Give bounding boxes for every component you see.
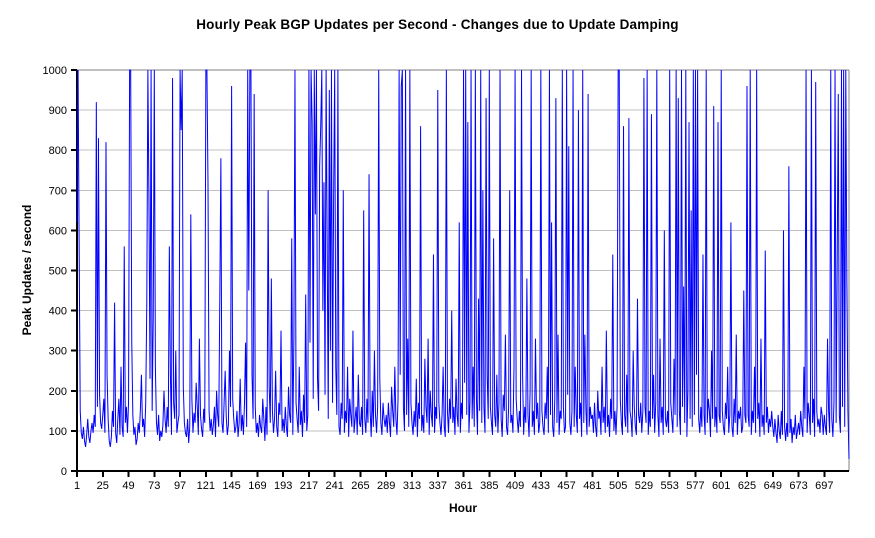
x-tick-label: 289 bbox=[377, 480, 395, 492]
x-tick-label: 553 bbox=[661, 480, 679, 492]
x-tick-label: 97 bbox=[174, 480, 186, 492]
series-line-peak-updates bbox=[76, 69, 850, 459]
x-tick-label: 577 bbox=[686, 480, 704, 492]
x-tick-label: 25 bbox=[97, 480, 109, 492]
x-tick-label: 409 bbox=[506, 480, 524, 492]
x-tick-label: 1 bbox=[74, 480, 80, 492]
y-tick-label: 400 bbox=[49, 306, 67, 318]
y-tick-label: 800 bbox=[49, 145, 67, 157]
x-tick-label: 241 bbox=[326, 480, 344, 492]
x-tick-label: 337 bbox=[429, 480, 447, 492]
x-tick-label: 217 bbox=[300, 480, 318, 492]
x-tick-label: 73 bbox=[148, 480, 160, 492]
x-tick-label: 385 bbox=[480, 480, 498, 492]
x-tick-label: 697 bbox=[815, 480, 833, 492]
x-tick-label: 505 bbox=[609, 480, 627, 492]
y-tick-label: 300 bbox=[49, 346, 67, 358]
x-tick-label: 433 bbox=[532, 480, 550, 492]
y-tick-label: 1000 bbox=[43, 65, 67, 77]
x-tick-label: 625 bbox=[738, 480, 756, 492]
chart-title: Hourly Peak BGP Updates per Second - Cha… bbox=[196, 17, 679, 32]
x-tick-label: 481 bbox=[583, 480, 601, 492]
x-tick-label: 145 bbox=[222, 480, 240, 492]
x-tick-label: 121 bbox=[197, 480, 215, 492]
x-tick-label: 49 bbox=[122, 480, 134, 492]
y-tick-label: 100 bbox=[49, 426, 67, 438]
x-tick-label: 169 bbox=[248, 480, 266, 492]
x-tick-label: 193 bbox=[274, 480, 292, 492]
y-tick-label: 700 bbox=[49, 185, 67, 197]
y-tick-label: 900 bbox=[49, 105, 67, 117]
x-tick-label: 265 bbox=[351, 480, 369, 492]
x-axis-title: Hour bbox=[449, 501, 477, 515]
x-tick-label: 313 bbox=[403, 480, 421, 492]
y-tick-label: 500 bbox=[49, 266, 67, 278]
x-tick-label: 361 bbox=[454, 480, 472, 492]
x-tick-label: 457 bbox=[557, 480, 575, 492]
x-tick-label: 673 bbox=[789, 480, 807, 492]
x-tick-label: 601 bbox=[712, 480, 730, 492]
y-tick-label: 0 bbox=[61, 466, 67, 478]
y-tick-label: 200 bbox=[49, 386, 67, 398]
x-tick-label: 649 bbox=[764, 480, 782, 492]
x-tick-label: 529 bbox=[635, 480, 653, 492]
y-tick-label: 600 bbox=[49, 225, 67, 237]
